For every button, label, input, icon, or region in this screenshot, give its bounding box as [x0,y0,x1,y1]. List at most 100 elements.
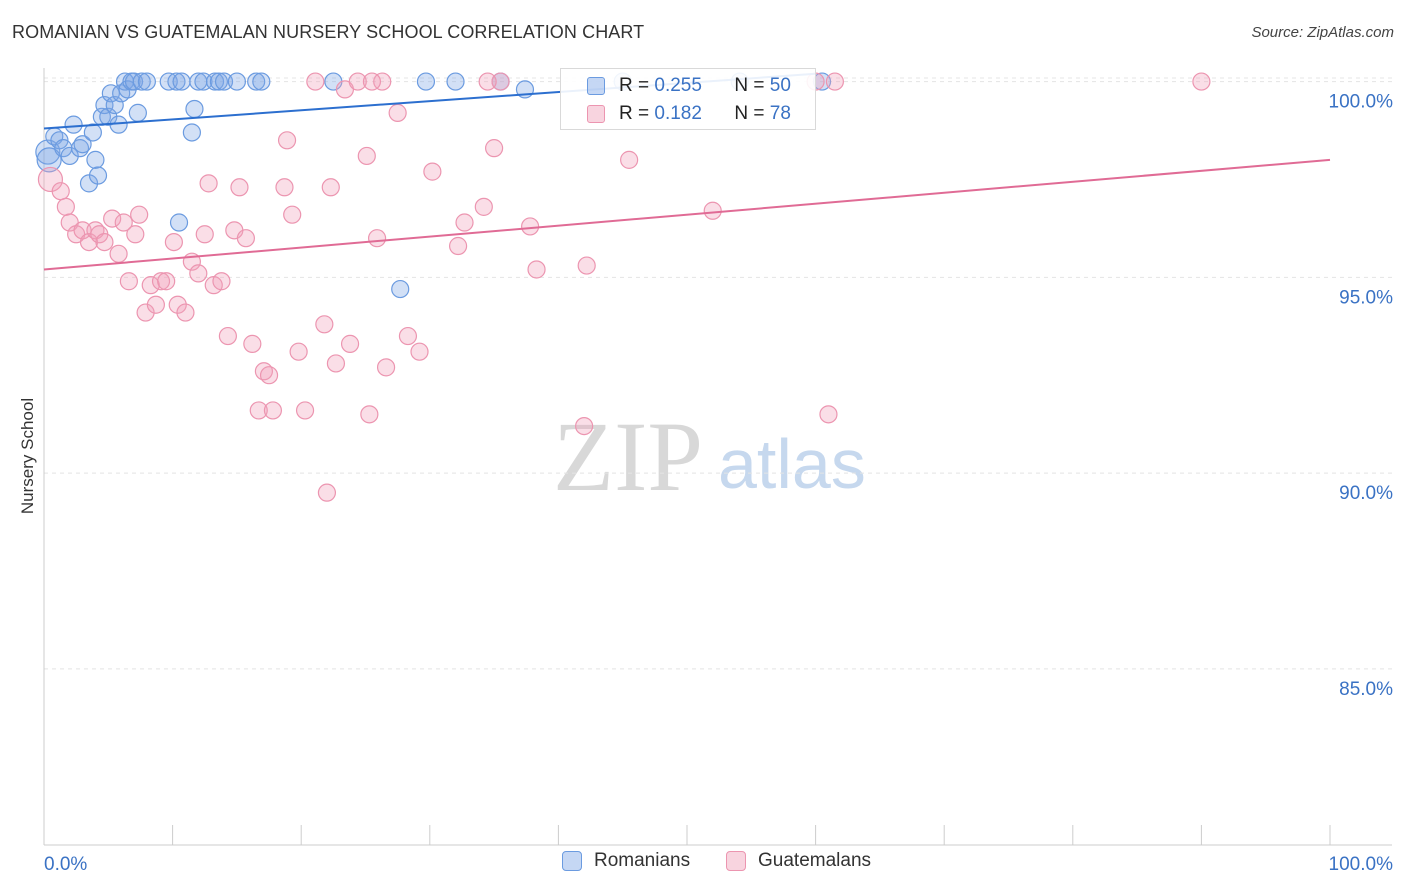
data-point-romanians[interactable] [252,72,271,91]
data-point-romanians[interactable] [446,72,465,91]
data-point-romanians[interactable] [247,72,266,91]
data-point-guatemalans[interactable] [485,139,504,158]
data-point-guatemalans[interactable] [37,166,64,193]
data-point-guatemalans[interactable] [114,213,133,232]
data-point-romanians[interactable] [416,72,436,91]
data-point-guatemalans[interactable] [317,483,337,502]
data-point-guatemalans[interactable] [388,103,407,122]
data-point-guatemalans[interactable] [73,221,92,240]
data-point-guatemalans[interactable] [243,334,262,353]
data-point-guatemalans[interactable] [1192,72,1211,91]
data-point-guatemalans[interactable] [423,162,442,181]
data-point-romanians[interactable] [36,147,62,173]
data-point-guatemalans[interactable] [376,358,396,377]
data-point-guatemalans[interactable] [236,229,256,248]
data-point-romanians[interactable] [159,72,178,91]
data-point-guatemalans[interactable] [575,416,594,436]
data-point-guatemalans[interactable] [230,178,249,197]
data-point-guatemalans[interactable] [398,326,418,346]
data-point-guatemalans[interactable] [527,260,546,279]
data-point-guatemalans[interactable] [348,72,367,91]
data-point-guatemalans[interactable] [212,272,231,291]
data-point-romanians[interactable] [124,72,144,91]
data-point-guatemalans[interactable] [478,72,497,91]
legend-item-guatemalans[interactable]: Guatemalans [726,850,871,872]
data-point-guatemalans[interactable] [119,272,138,291]
data-point-romanians[interactable] [167,72,186,91]
tick-labels: 100.0% 95.0% 90.0% 85.0% 0.0% 100.0% [44,92,1393,875]
data-point-guatemalans[interactable] [151,272,171,291]
data-point-guatemalans[interactable] [95,232,114,252]
data-point-guatemalans[interactable] [340,334,360,353]
data-point-romanians[interactable] [88,166,108,185]
data-point-guatemalans[interactable] [164,232,183,252]
data-point-guatemalans[interactable] [819,405,838,424]
data-point-guatemalans[interactable] [259,366,279,385]
data-point-romanians[interactable] [128,103,147,122]
legend-r-key: R = [619,75,650,96]
data-point-romanians[interactable] [169,213,189,232]
data-point-guatemalans[interactable] [275,178,294,197]
data-point-guatemalans[interactable] [103,209,122,228]
data-point-romanians[interactable] [137,72,156,91]
data-point-guatemalans[interactable] [326,354,346,373]
data-point-romanians[interactable] [101,84,120,103]
data-point-romanians[interactable] [209,72,228,91]
data-point-guatemalans[interactable] [367,229,387,248]
data-point-guatemalans[interactable] [146,295,165,314]
data-point-guatemalans[interactable] [474,197,493,216]
data-point-romanians[interactable] [185,99,204,119]
data-point-guatemalans[interactable] [357,146,376,166]
data-point-guatemalans[interactable] [410,342,429,361]
data-point-guatemalans[interactable] [56,197,75,216]
data-point-guatemalans[interactable] [189,264,208,283]
data-point-guatemalans[interactable] [289,342,308,361]
data-point-romanians[interactable] [132,72,151,91]
data-point-guatemalans[interactable] [168,295,187,314]
data-point-guatemalans[interactable] [315,315,334,334]
data-point-guatemalans[interactable] [360,405,379,424]
data-point-romanians[interactable] [214,72,234,91]
data-point-guatemalans[interactable] [263,401,283,420]
source-label: Source: ZipAtlas.com [1251,24,1394,41]
data-point-romanians[interactable] [86,150,105,169]
data-point-romanians[interactable] [95,95,114,115]
data-point-guatemalans[interactable] [126,225,145,244]
data-point-guatemalans[interactable] [448,236,468,256]
y-tick-label: 85.0% [1339,679,1393,700]
data-point-guatemalans[interactable] [277,131,297,150]
data-point-guatemalans[interactable] [455,213,474,232]
data-point-guatemalans[interactable] [195,225,214,244]
data-point-romanians[interactable] [182,123,201,142]
data-point-guatemalans[interactable] [176,303,195,322]
data-point-romanians[interactable] [391,279,410,299]
data-point-romanians[interactable] [227,72,246,91]
data-point-guatemalans[interactable] [373,72,392,91]
data-point-guatemalans[interactable] [521,217,540,236]
data-point-guatemalans[interactable] [218,326,237,346]
data-point-guatemalans[interactable] [199,174,218,193]
data-point-guatemalans[interactable] [825,72,844,91]
data-point-romanians[interactable] [83,123,102,142]
data-point-romanians[interactable] [73,135,92,154]
data-point-guatemalans[interactable] [295,401,315,420]
data-point-romanians[interactable] [172,72,191,91]
data-point-guatemalans[interactable] [157,272,176,291]
x-tick-label: 0.0% [44,854,87,875]
data-point-guatemalans[interactable] [577,256,596,275]
data-point-guatemalans[interactable] [283,205,302,224]
legend-item-romanians[interactable]: Romanians [562,850,690,872]
data-point-guatemalans[interactable] [703,201,722,220]
data-point-guatemalans[interactable] [109,244,128,263]
data-point-guatemalans[interactable] [51,182,70,201]
data-point-guatemalans[interactable] [491,72,510,91]
data-point-guatemalans[interactable] [362,72,382,91]
data-point-guatemalans[interactable] [321,178,340,197]
data-point-guatemalans[interactable] [130,205,149,224]
guatemalans-swatch [726,851,746,871]
data-point-guatemalans[interactable] [249,401,268,420]
data-point-romanians[interactable] [105,95,124,115]
data-point-romanians[interactable] [64,115,83,134]
data-point-guatemalans[interactable] [620,150,639,169]
data-point-guatemalans[interactable] [306,72,325,91]
